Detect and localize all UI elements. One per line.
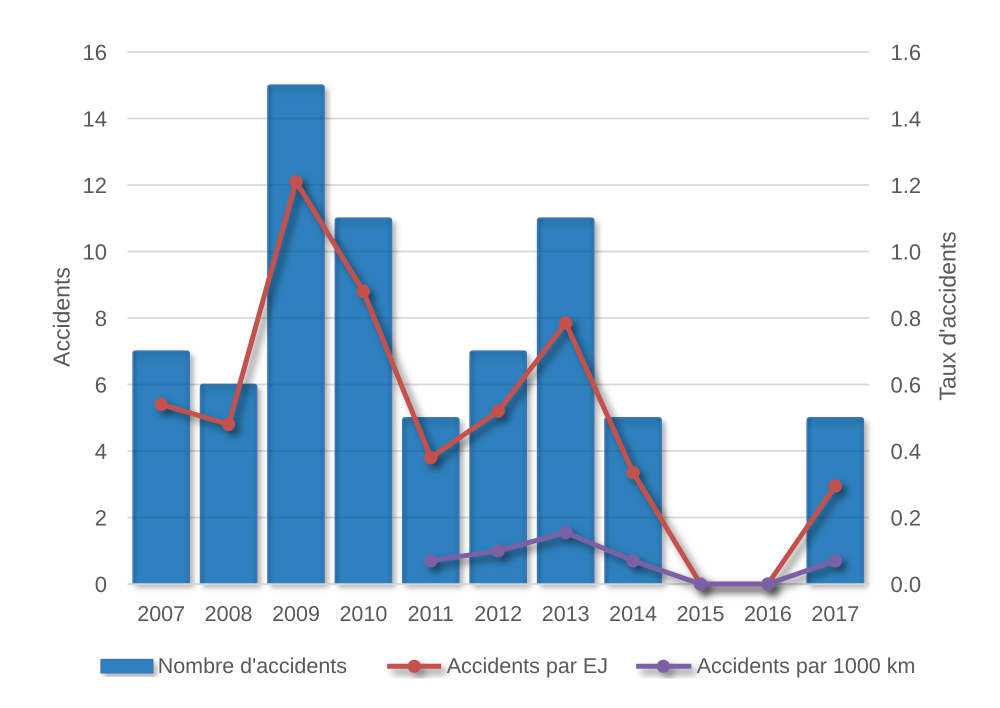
svg-text:Accidents par EJ: Accidents par EJ xyxy=(447,654,608,678)
svg-text:2011: 2011 xyxy=(408,602,454,626)
svg-text:1.6: 1.6 xyxy=(891,40,922,65)
svg-text:12: 12 xyxy=(83,173,107,198)
svg-text:2009: 2009 xyxy=(272,602,320,626)
svg-text:8: 8 xyxy=(95,306,107,331)
svg-text:1.0: 1.0 xyxy=(891,240,922,265)
svg-text:0: 0 xyxy=(95,572,107,597)
svg-text:16: 16 xyxy=(83,40,107,65)
svg-text:2015: 2015 xyxy=(677,602,725,626)
svg-text:0.2: 0.2 xyxy=(891,506,922,531)
svg-text:0.0: 0.0 xyxy=(891,572,922,597)
svg-text:10: 10 xyxy=(83,240,107,265)
svg-text:2017: 2017 xyxy=(811,602,859,626)
svg-text:14: 14 xyxy=(83,107,107,132)
svg-text:Accidents par 1000 km: Accidents par 1000 km xyxy=(697,654,916,678)
svg-text:2: 2 xyxy=(95,506,107,531)
svg-text:0.6: 0.6 xyxy=(891,373,922,398)
svg-text:0.8: 0.8 xyxy=(891,306,922,331)
svg-text:2010: 2010 xyxy=(339,602,387,626)
svg-text:Nombre d'accidents: Nombre d'accidents xyxy=(158,654,347,678)
svg-text:2013: 2013 xyxy=(542,602,590,626)
svg-text:2012: 2012 xyxy=(474,602,522,626)
svg-text:0.4: 0.4 xyxy=(891,439,922,464)
svg-text:6: 6 xyxy=(95,373,107,398)
svg-text:4: 4 xyxy=(95,439,107,464)
svg-text:2007: 2007 xyxy=(137,602,185,626)
svg-text:1.4: 1.4 xyxy=(891,107,922,132)
svg-text:Taux d'accidents: Taux d'accidents xyxy=(935,231,961,400)
svg-text:2008: 2008 xyxy=(205,602,253,626)
svg-text:2016: 2016 xyxy=(744,602,792,626)
svg-text:1.2: 1.2 xyxy=(891,173,922,198)
svg-text:2014: 2014 xyxy=(609,602,657,626)
svg-text:Accidents: Accidents xyxy=(49,267,75,367)
